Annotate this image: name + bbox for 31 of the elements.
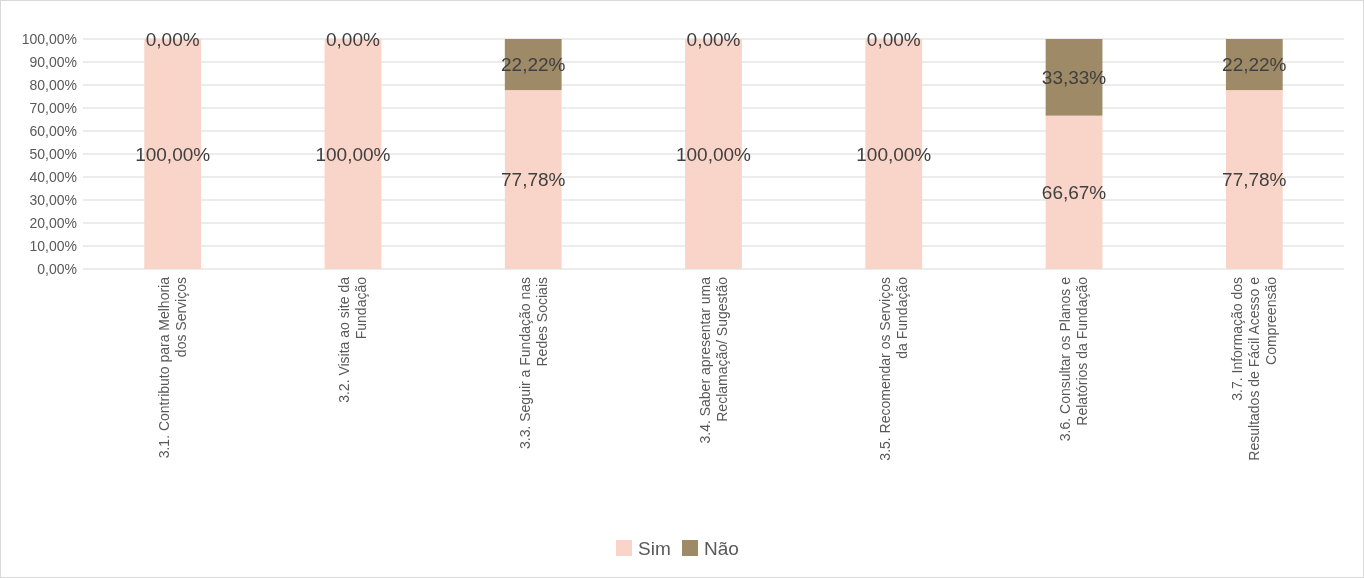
data-label: 100,00% xyxy=(135,143,211,165)
x-tick-label: 3.2. Visita ao site da Fundação xyxy=(336,276,370,403)
data-label: 77,78% xyxy=(501,169,566,191)
x-tick-label: 3.6. Consultar os Planos e Relatórios da Fundação xyxy=(1057,276,1091,442)
data-label: 0,00% xyxy=(866,28,921,50)
x-tick-label: 3.5. Recomendar os Serviços da Fundação xyxy=(877,276,911,461)
y-tick-label: 50,00% xyxy=(29,145,77,162)
y-tick-label: 40,00% xyxy=(29,168,77,185)
y-tick-label: 80,00% xyxy=(29,76,77,93)
legend-label: Sim xyxy=(638,537,671,559)
x-tick-label: 3.3. Seguir a Fundação nas Redes Sociais xyxy=(516,277,550,450)
y-tick-label: 90,00% xyxy=(29,53,77,70)
y-tick-label: 0,00% xyxy=(37,260,77,277)
y-tick-label: 30,00% xyxy=(29,191,77,208)
data-label: 100,00% xyxy=(856,143,932,165)
data-label: 77,78% xyxy=(1222,169,1287,191)
data-label: 66,67% xyxy=(1041,181,1107,203)
data-label: 0,00% xyxy=(145,28,200,50)
data-label: 0,00% xyxy=(326,28,380,50)
x-tick-label: 3.4. Saber apresentar uma Reclamação/ Sugestão xyxy=(696,276,730,444)
y-tick-label: 100,00% xyxy=(21,30,77,47)
y-tick-label: 10,00% xyxy=(29,237,77,254)
x-tick-label: 3.7. Informação dos Resultados de Fácil Acesso e Compreensão xyxy=(1229,276,1280,461)
y-tick-label: 60,00% xyxy=(29,122,77,139)
legend-label: Não xyxy=(704,537,739,559)
data-label: 100,00% xyxy=(675,143,752,165)
y-tick-label: 70,00% xyxy=(29,99,77,116)
x-tick-label: 3.1. Contributo para Melhoria dos Serviços xyxy=(156,276,190,459)
data-label: 0,00% xyxy=(686,28,741,50)
y-tick-label: 20,00% xyxy=(29,214,77,231)
data-label: 100,00% xyxy=(315,143,391,165)
